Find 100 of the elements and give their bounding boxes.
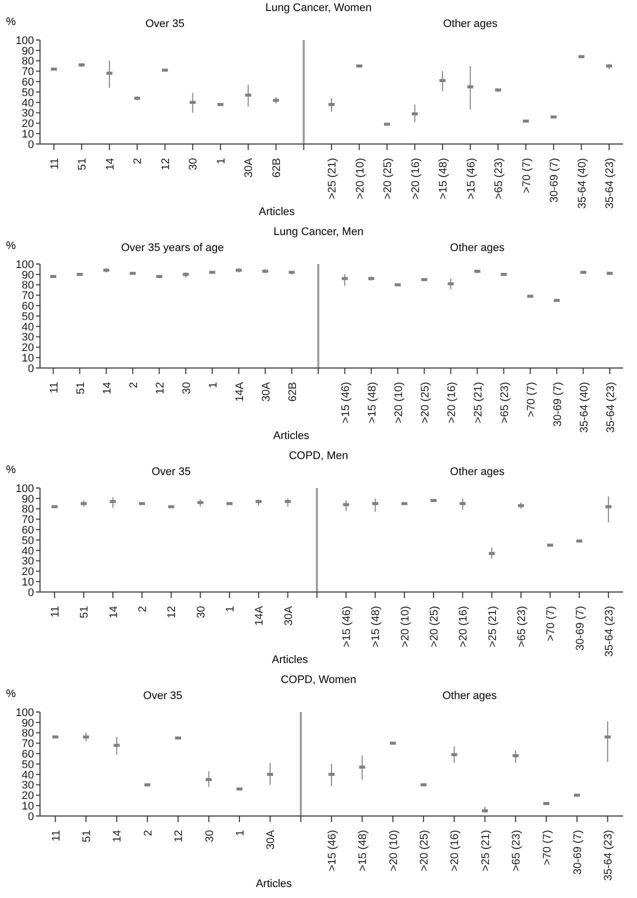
y-tick-label: 50 — [22, 534, 34, 547]
chart-title: Lung Cancer, Men — [272, 226, 364, 238]
text: Over 35 — [150, 466, 192, 478]
y-axis-title: % — [6, 240, 16, 252]
x-tick-label: >15 (48) — [357, 830, 370, 872]
y-tick-label: 10 — [22, 352, 34, 365]
x-tick-label: >20 (16) — [410, 158, 422, 200]
x-tick-label: 51 — [74, 382, 87, 394]
x-tick-label: 11 — [48, 158, 61, 170]
x-tick-label: 14 — [101, 382, 114, 394]
x-axis-title: Articles — [256, 878, 292, 890]
x-tick-label: 14A — [254, 605, 266, 626]
y-tick-label: 80 — [22, 728, 34, 740]
x-tick-label: 30 — [204, 830, 216, 842]
x-tick-label: 30 — [195, 606, 208, 618]
y-axis-title: % — [6, 688, 16, 700]
x-tick-label: 11 — [50, 606, 62, 618]
x-tick-label: >70 (7) — [525, 382, 538, 418]
x-tick-label: >20 (16) — [446, 382, 458, 424]
x-tick-label: 30A — [243, 157, 256, 178]
y-tick-label: 20 — [22, 118, 34, 130]
x-tick-label: 2 — [132, 158, 144, 164]
x-tick-label: 35-64 (23) — [603, 606, 616, 657]
x-tick-label: 11 — [50, 830, 62, 842]
x-tick-label: >70 (7) — [545, 606, 558, 642]
y-tick-label: 90 — [22, 269, 34, 282]
x-tick-label: 14 — [112, 830, 124, 842]
x-tick-label: >20 (25) — [428, 606, 441, 648]
y-tick-label: 30 — [22, 332, 34, 344]
x-tick-label: 35-64 (40) — [578, 382, 590, 433]
x-tick-label: 1 — [234, 830, 246, 836]
y-tick-label: 100 — [16, 706, 34, 719]
x-tick-label: >20 (16) — [458, 606, 470, 648]
chart-title: COPD, Men — [288, 450, 350, 462]
y-tick-label: 0 — [28, 586, 34, 599]
text: Over 35 — [143, 690, 182, 702]
text: Other ages — [441, 690, 498, 702]
y-axis-title: % — [6, 16, 16, 28]
x-tick-label: 12 — [173, 830, 186, 842]
y-tick-label: 100 — [16, 34, 34, 47]
chart-title: Lung Cancer, Women — [264, 2, 373, 14]
x-tick-label: >20 (10) — [392, 382, 405, 424]
x-tick-label: >25 (21) — [472, 382, 484, 424]
x-tick-label: 14A — [234, 381, 246, 402]
y-tick-label: 70 — [22, 66, 34, 78]
y-tick-label: 10 — [22, 576, 34, 589]
x-axis-title: Articles — [272, 654, 308, 666]
x-tick-label: 30A — [265, 829, 278, 850]
x-tick-label: 1 — [207, 382, 220, 388]
y-tick-label: 20 — [22, 566, 34, 578]
y-tick-label: 30 — [22, 108, 34, 120]
y-tick-label: 40 — [22, 769, 34, 782]
x-tick-label: >20 (10) — [388, 830, 400, 872]
y-tick-label: 50 — [22, 758, 34, 771]
x-tick-label: >65 (23) — [498, 382, 511, 424]
x-tick-label: 14 — [108, 606, 120, 618]
x-axis-title: Articles — [258, 206, 295, 218]
y-tick-label: 40 — [22, 321, 34, 334]
x-tick-label: 1 — [224, 606, 236, 612]
x-tick-label: 12 — [154, 382, 166, 394]
text: Other ages — [449, 466, 506, 478]
y-tick-label: 60 — [22, 524, 34, 537]
chart-title: COPD, Women — [280, 674, 358, 686]
x-tick-label: >65 (23) — [516, 606, 528, 648]
x-tick-label: 51 — [76, 158, 89, 170]
y-tick-label: 100 — [16, 258, 34, 271]
x-tick-label: >20 (10) — [399, 606, 412, 648]
x-tick-label: 51 — [81, 830, 94, 842]
x-tick-label: 2 — [137, 606, 150, 612]
text: Other ages — [442, 18, 498, 30]
y-tick-label: 20 — [22, 790, 34, 802]
y-tick-label: 100 — [16, 482, 34, 495]
x-tick-label: 30-69 (7) — [572, 830, 584, 875]
y-tick-label: 10 — [22, 128, 34, 141]
x-tick-label: >15 (46) — [340, 382, 352, 424]
x-tick-label: 1 — [215, 158, 228, 164]
x-tick-label: 14 — [104, 158, 116, 170]
y-tick-label: 40 — [22, 97, 34, 110]
y-tick-label: 70 — [22, 738, 34, 750]
x-axis-title: Articles — [273, 430, 310, 442]
x-tick-label: 2 — [142, 830, 154, 836]
x-tick-label: >25 (21) — [486, 606, 499, 648]
x-tick-label: 12 — [166, 606, 178, 618]
x-tick-label: 11 — [48, 382, 60, 394]
x-tick-label: >15 (46) — [341, 606, 354, 648]
y-tick-label: 50 — [22, 310, 34, 323]
x-tick-label: 30-69 (7) — [574, 606, 586, 651]
x-tick-label: 35-64 (40) — [576, 158, 588, 209]
x-tick-label: >65 (23) — [493, 158, 506, 200]
x-tick-label: >20 (16) — [449, 830, 462, 872]
y-tick-label: 60 — [22, 300, 34, 313]
y-tick-label: 60 — [22, 748, 34, 761]
text: Over 35 — [144, 18, 186, 30]
x-tick-label: 30A — [282, 605, 295, 626]
x-tick-label: 12 — [160, 158, 172, 170]
x-tick-label: >20 (25) — [419, 382, 432, 424]
y-tick-label: 50 — [22, 86, 34, 99]
y-tick-label: 90 — [22, 493, 34, 506]
x-tick-label: >20 (10) — [354, 158, 366, 200]
y-tick-label: 60 — [22, 76, 34, 89]
